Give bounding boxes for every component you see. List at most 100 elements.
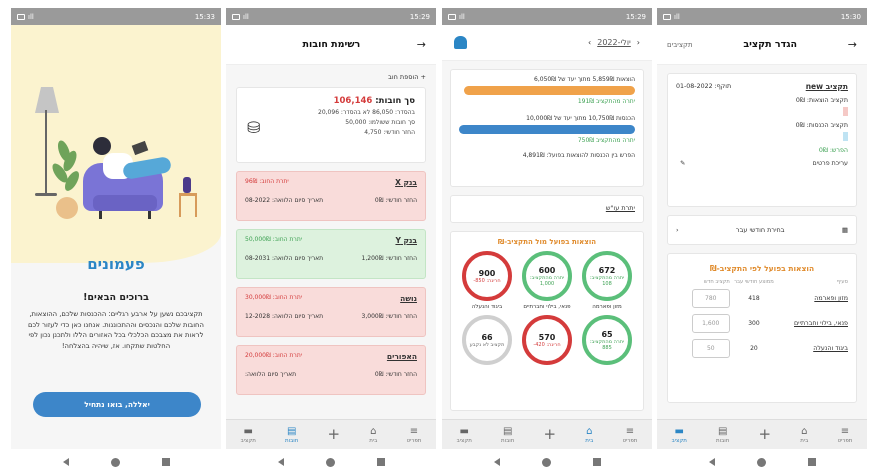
debts-summary-card: סך חובות: 106,146 בהסדר: 86,050 לא בהסדר… <box>236 87 426 163</box>
edit-details-button[interactable]: עריכת פרטים ✎ <box>676 160 848 167</box>
month-nav: ‹ יולי-2022 › <box>588 38 640 47</box>
tab-menu[interactable]: ≡ תפריט <box>622 426 637 444</box>
row-category[interactable]: פנאי, בילוי וחברתיים <box>794 320 848 327</box>
person-icon <box>93 137 111 155</box>
pot-icon <box>56 197 78 219</box>
menu-icon: ≡ <box>409 425 419 437</box>
home-circle-icon[interactable] <box>325 457 335 467</box>
arrow-right-icon[interactable]: → <box>847 38 857 51</box>
tab-plus[interactable]: + <box>759 426 772 441</box>
tab-menu[interactable]: ≡ תפריט <box>837 426 852 444</box>
status-bar: ıll 15:30 <box>657 8 867 25</box>
debt-end-date: תאריך סיום הלוואה: 12-2028 <box>245 313 324 320</box>
gauge[interactable]: 65 יתרה מהתקציב: 885 <box>581 315 633 368</box>
row-category[interactable]: ביגוד והנעלה <box>813 345 848 352</box>
tab-menu[interactable]: ≡ תפריט <box>406 426 421 444</box>
armchair-seat <box>93 195 157 211</box>
start-button[interactable]: יאללה, בואו נתחיל <box>33 392 201 417</box>
diff-line: הפרש בין הכנסות להוצאות בפועל: 4,891₪ <box>459 152 635 159</box>
debt-card[interactable]: האפורים יתרת החוב: 20,000₪ החזר חודשי: 0₪ ת… <box>236 345 426 395</box>
gauge-sub: יתרה מהתקציב: 108 <box>589 274 625 287</box>
chevron-left-icon[interactable]: › <box>588 38 592 47</box>
tab-folder[interactable]: ▬ תקציב <box>457 426 472 444</box>
gauge-label: ביגוד והנעלה <box>471 304 503 310</box>
back-icon[interactable] <box>708 458 715 466</box>
debt-details: החזר חודשי: 0₪ תאריך סיום הלוואה: 08-2022 <box>245 197 417 204</box>
new-budget-input[interactable]: 1,600 <box>691 314 730 333</box>
tab-debts[interactable]: ▤ חובות <box>716 426 729 444</box>
recents-icon[interactable] <box>161 458 170 466</box>
gauge[interactable]: 570 חריגה: 420- <box>521 315 573 368</box>
tab-folder[interactable]: ▬ תקציב <box>241 426 256 444</box>
debt-details: החזר חודשי: 0₪ תאריך סיום הלוואה: <box>245 371 417 378</box>
budget-content: תקציב new תוקף: 01-08-2022 תקציב הוצאות:… <box>657 65 867 419</box>
tab-folder[interactable]: ▬ תקציב <box>672 426 687 444</box>
signal-icon: ıll <box>232 13 249 21</box>
debt-end-date: תאריך סיום הלוואה: 08-2022 <box>245 197 324 204</box>
gauges-grid: 672 יתרה מהתקציב: 108 מזון ופארמה 600 יתרה מ… <box>457 251 637 368</box>
new-budget-input[interactable]: 780 <box>691 289 730 308</box>
summary-line-3: החזר חודשי: 4,750 <box>364 129 415 136</box>
expense-chip <box>843 107 848 116</box>
plus-icon: + <box>543 424 557 443</box>
home-circle-icon[interactable] <box>541 457 551 467</box>
tab-home[interactable]: ⌂ בית <box>369 426 377 444</box>
laptop-icon <box>131 140 149 156</box>
tab-home[interactable]: ⌂ בית <box>800 426 808 444</box>
home-circle-icon[interactable] <box>756 457 766 467</box>
debt-card[interactable]: בנק X יתרת החוב: 96₪ החזר חודשי: 0₪ תאריך ס… <box>236 171 426 221</box>
tab-debts[interactable]: ▤ חובות <box>501 426 514 444</box>
recents-icon[interactable] <box>376 458 385 466</box>
phone-debts: ıll 15:29 → רשימת חובות + הוספת חוב סך ח… <box>226 8 436 475</box>
gauge-label: מזון ופארמה <box>592 304 622 310</box>
bell-icon[interactable] <box>454 36 467 49</box>
gauge-value: 570 <box>538 332 556 342</box>
home-circle-icon[interactable] <box>110 457 120 467</box>
budgets-link[interactable]: תקציבים <box>667 40 693 49</box>
choose-past-months[interactable]: ▦ בחירת חודשי עבר ‹ <box>667 215 857 245</box>
gauge[interactable]: 66 תקציב לא נקבע <box>461 315 513 368</box>
gauge-sub: יתרה מהתקציב: 1,000 <box>529 274 565 287</box>
recents-icon[interactable] <box>807 458 816 466</box>
home-icon: ⌂ <box>801 425 808 437</box>
tab-label: בית <box>800 437 809 444</box>
gauge[interactable]: 900 חריגה: 850- ביגוד והנעלה <box>461 251 513 311</box>
col-category: סעיף <box>836 279 848 285</box>
gauge[interactable]: 600 יתרה מהתקציב: 1,000 פנאי, בילוי וחברתי… <box>521 251 573 311</box>
back-icon[interactable] <box>277 458 284 466</box>
back-icon[interactable] <box>493 458 500 466</box>
table-body: מזון ופארמה 418 780 פנאי, בילוי וחברתיים 300… <box>676 289 848 358</box>
gauge-sub: תקציב לא נקבע <box>469 341 505 348</box>
back-icon[interactable] <box>62 458 69 466</box>
debt-monthly: החזר חודשי: 0₪ <box>374 197 417 204</box>
gauge[interactable]: 672 יתרה מהתקציב: 108 מזון ופארמה <box>581 251 633 311</box>
tab-debts[interactable]: ▤ חובות <box>285 426 298 444</box>
gauge-sub: חריגה: 850- <box>473 277 501 284</box>
tab-home[interactable]: ⌂ בית <box>585 426 593 444</box>
chevron-right-icon[interactable]: ‹ <box>636 38 640 47</box>
month-selector-bar: ‹ יולי-2022 › <box>442 25 652 61</box>
arrow-right-icon[interactable]: → <box>416 38 426 51</box>
income-chip <box>843 132 848 141</box>
tab-plus[interactable]: + <box>328 426 341 441</box>
month-label[interactable]: יולי-2022 <box>597 38 631 47</box>
plant-icon <box>49 138 82 200</box>
lamp-icon <box>35 87 59 113</box>
new-budget-input[interactable]: 50 <box>691 339 730 358</box>
table-row: מזון ופארמה 418 780 <box>676 289 848 308</box>
row-category[interactable]: מזון ופארמה <box>814 295 848 302</box>
debt-list: בנק X יתרת החוב: 96₪ החזר חודשי: 0₪ תאריך ס… <box>226 171 436 395</box>
summary-total: סך חובות: 106,146 <box>247 96 415 106</box>
gauge-row: 65 יתרה מהתקציב: 885 570 חריגה: 420- 66 תקציב… <box>457 315 637 368</box>
signal-icon: ıll <box>448 13 465 21</box>
tab-label: תפריט <box>406 437 422 444</box>
tab-plus[interactable]: + <box>543 424 557 443</box>
debt-card[interactable]: נושה יתרת החוב: 30,000₪ החזר חודשי: 3,000₪… <box>236 287 426 337</box>
debt-card[interactable]: בנק Y יתרת החוב: 50,000₪ החזר חודשי: 1,200… <box>236 229 426 279</box>
recents-icon[interactable] <box>592 458 601 466</box>
debt-monthly: החזר חודשי: 3,000₪ <box>361 313 417 320</box>
current-balance-link[interactable]: יתרת עו"ש <box>450 195 644 223</box>
vase-icon <box>183 177 191 193</box>
add-debt-link[interactable]: + הוספת חוב <box>388 73 426 81</box>
debt-balance: יתרת החוב: 20,000₪ <box>245 352 303 359</box>
